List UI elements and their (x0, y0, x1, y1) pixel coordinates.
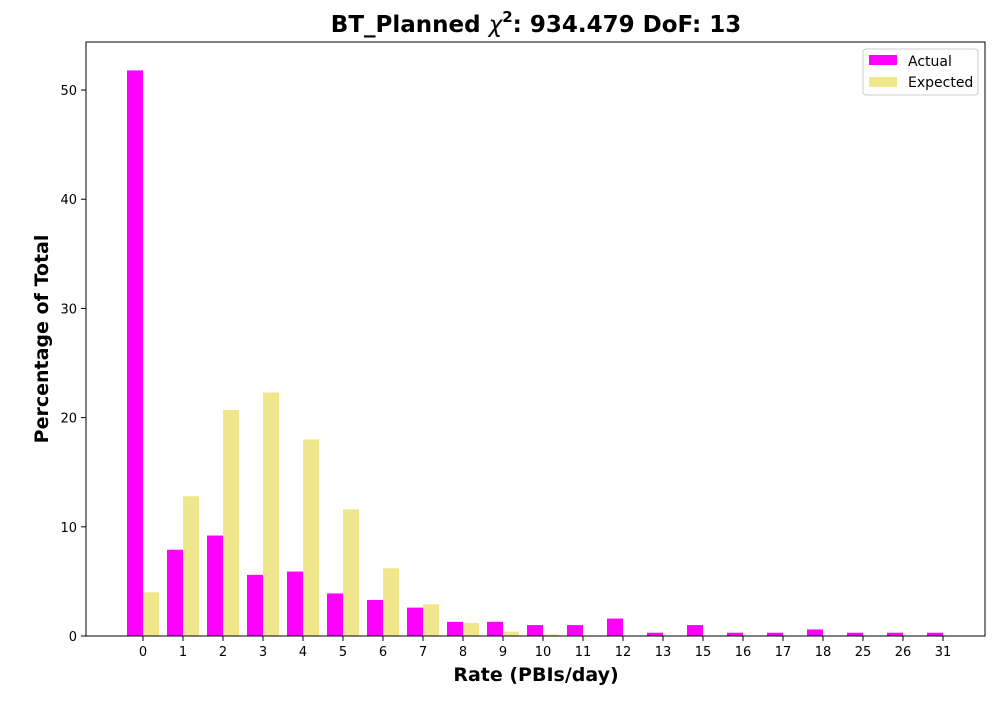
x-tick-label-6: 6 (379, 645, 387, 660)
x-tick-label-25: 25 (855, 645, 872, 660)
y-tick-label-30: 30 (60, 302, 77, 317)
x-tick-label-17: 17 (775, 645, 792, 660)
x-tick-label-4: 4 (299, 645, 307, 660)
x-tick-label-5: 5 (339, 645, 347, 660)
bar-expected-1 (183, 496, 199, 636)
x-tick-label-18: 18 (815, 645, 832, 660)
bar-expected-8 (463, 622, 479, 636)
bar-expected-4 (303, 439, 319, 636)
y-tick-label-10: 10 (60, 521, 77, 536)
x-tick-label-8: 8 (459, 645, 467, 660)
x-axis: 0 1 2 3 4 5 6 7 8 9 10 11 12 13 15 16 17 18 25 26 31 (139, 636, 951, 660)
bar-actual-18 (807, 629, 823, 636)
y-tick-label-40: 40 (60, 193, 77, 208)
plot-frame (85, 41, 986, 637)
bar-actual-10 (527, 625, 543, 636)
x-tick-label-9: 9 (499, 645, 507, 660)
x-tick-label-13: 13 (655, 645, 672, 660)
legend-label-expected: Expected (908, 75, 973, 91)
bar-actual-5 (327, 593, 343, 636)
bar-actual-15 (687, 625, 703, 636)
x-tick-label-26: 26 (895, 645, 912, 660)
title-chi: χ (487, 12, 504, 38)
bar-expected-5 (343, 509, 359, 636)
bar-actual-25 (847, 632, 863, 636)
bar-actual-8 (447, 621, 463, 636)
x-tick-label-10: 10 (535, 645, 552, 660)
y-tick-label-0: 0 (69, 630, 77, 645)
y-axis: 0 10 20 30 40 50 (60, 84, 86, 645)
legend-swatch-expected (869, 77, 897, 87)
bar-actual-31 (927, 632, 943, 636)
x-axis-label: Rate (PBIs/day) (453, 664, 618, 686)
legend: Actual Expected (862, 48, 979, 96)
bar-actual-13 (647, 632, 663, 636)
title-chi-sup: 2 (502, 8, 512, 26)
x-tick-label-12: 12 (615, 645, 632, 660)
bar-actual-7 (407, 607, 423, 636)
bar-expected-0 (143, 592, 159, 636)
title-suffix: : 934.479 DoF: 13 (513, 12, 742, 38)
x-tick-label-7: 7 (419, 645, 427, 660)
bar-actual-11 (567, 625, 583, 636)
y-tick-label-50: 50 (60, 84, 77, 99)
bar-expected-10 (543, 634, 559, 636)
y-tick-label-20: 20 (60, 412, 77, 427)
x-tick-label-0: 0 (139, 645, 147, 660)
bar-actual-17 (767, 632, 783, 636)
x-tick-label-1: 1 (179, 645, 187, 660)
x-tick-label-16: 16 (735, 645, 752, 660)
bars-group (127, 70, 943, 636)
y-axis-label: Percentage of Total (31, 235, 53, 444)
x-tick-label-15: 15 (695, 645, 712, 660)
bar-actual-3 (247, 574, 263, 636)
x-tick-label-3: 3 (259, 645, 267, 660)
bar-actual-26 (887, 632, 903, 636)
bar-actual-16 (727, 632, 743, 636)
x-tick-label-2: 2 (219, 645, 227, 660)
bar-actual-4 (287, 571, 303, 636)
bar-actual-2 (207, 535, 223, 636)
bar-actual-12 (607, 618, 623, 636)
legend-swatch-actual (869, 55, 897, 65)
legend-label-actual: Actual (908, 54, 952, 70)
bar-actual-0 (127, 70, 143, 636)
bar-expected-2 (223, 409, 239, 636)
bar-expected-9 (503, 631, 519, 636)
title-prefix: BT_Planned (331, 12, 489, 38)
bar-actual-6 (367, 599, 383, 636)
x-tick-label-11: 11 (575, 645, 592, 660)
bar-expected-6 (383, 568, 399, 636)
bar-actual-9 (487, 621, 503, 636)
bar-expected-3 (263, 392, 279, 636)
bar-expected-7 (423, 604, 439, 636)
x-tick-label-31: 31 (935, 645, 952, 660)
bar-actual-1 (167, 549, 183, 636)
chart-title: BT_Planned χ2: 934.479 DoF: 13 (331, 8, 741, 38)
